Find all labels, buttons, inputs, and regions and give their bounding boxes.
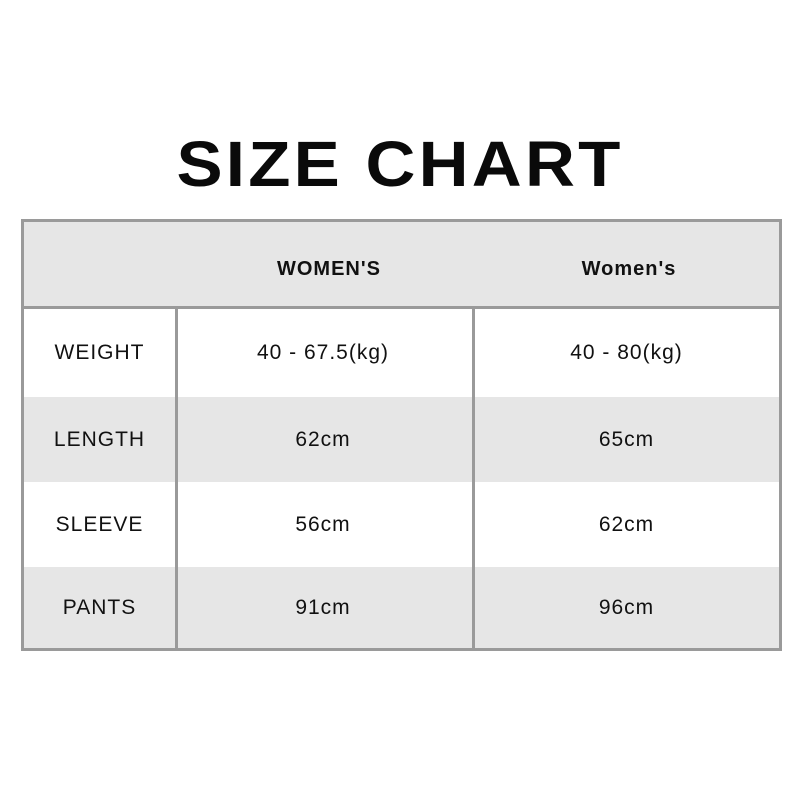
table-row: PANTS 91cm 96cm	[24, 567, 779, 648]
column-divider	[175, 309, 178, 648]
cell-value: 96cm	[598, 595, 655, 619]
row-label: LENGTH	[53, 427, 146, 451]
row-label: PANTS	[62, 595, 137, 619]
table-header: WOMEN'S Women's	[24, 222, 779, 309]
size-table: WOMEN'S Women's WEIGHT 40 - 67.5(kg) 40 …	[21, 219, 782, 651]
row-label: WEIGHT	[54, 341, 145, 364]
row-label: SLEEVE	[55, 512, 144, 536]
cell-value: 65cm	[598, 427, 655, 451]
column-divider	[472, 309, 475, 648]
table-row: WEIGHT 40 - 67.5(kg) 40 - 80(kg)	[24, 309, 779, 397]
cell-value: 62cm	[598, 512, 655, 536]
column-header-womens-upper: WOMEN'S	[277, 258, 381, 280]
cell-value: 40 - 80(kg)	[570, 341, 683, 364]
page-title: SIZE CHART	[176, 128, 624, 200]
table-row: SLEEVE 56cm 62cm	[24, 482, 779, 567]
cell-value: 40 - 67.5(kg)	[256, 341, 390, 364]
cell-value: 62cm	[295, 427, 351, 451]
cell-value: 91cm	[295, 595, 351, 619]
table-row: LENGTH 62cm 65cm	[24, 397, 779, 482]
column-header-womens: Women's	[581, 258, 677, 280]
cell-value: 56cm	[295, 512, 351, 536]
